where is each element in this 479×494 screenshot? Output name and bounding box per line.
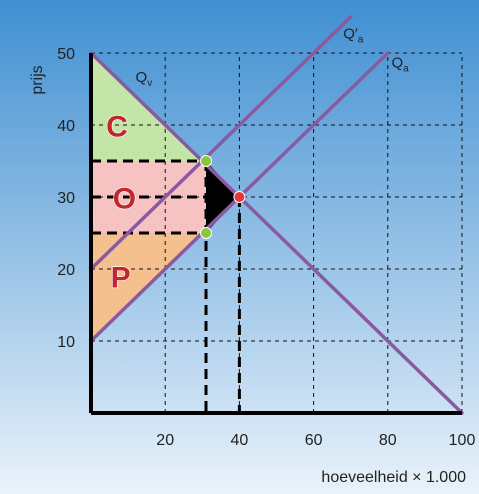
curve-q-primea bbox=[89, 15, 353, 271]
x-tick-label-60: 60 bbox=[305, 432, 323, 449]
curve-label-qv: Qv bbox=[136, 69, 153, 89]
y-tick-label-20: 20 bbox=[57, 262, 75, 279]
grid bbox=[91, 52, 463, 413]
y-axis-title: prijs bbox=[29, 65, 46, 94]
points bbox=[200, 155, 246, 239]
intersection-point-1 bbox=[200, 227, 213, 239]
curve-label-qa: Qa bbox=[392, 54, 410, 74]
intersection-point-2 bbox=[233, 191, 246, 203]
y-tick-label-10: 10 bbox=[57, 334, 75, 351]
axes bbox=[89, 53, 462, 415]
y-tick-label-40: 40 bbox=[57, 118, 75, 135]
x-tick-label-40: 40 bbox=[231, 432, 249, 449]
y-tick-label-50: 50 bbox=[57, 46, 75, 63]
area-letters: C O P bbox=[106, 110, 137, 295]
curve-label-q-primea: Q′a bbox=[343, 26, 363, 46]
area-letter-o: O bbox=[113, 183, 136, 216]
x-tick-label-20: 20 bbox=[156, 432, 174, 449]
area-letter-p: P bbox=[111, 262, 131, 295]
intersection-point-0 bbox=[200, 155, 213, 167]
y-tick-label-30: 30 bbox=[57, 190, 75, 207]
x-tick-label-80: 80 bbox=[379, 432, 397, 449]
ticks: 20 40 60 80 100 10 20 30 40 50 bbox=[57, 46, 475, 449]
curve-qv bbox=[89, 51, 464, 415]
guide-lines bbox=[91, 159, 241, 413]
x-tick-label-100: 100 bbox=[449, 432, 476, 449]
area-letter-c: C bbox=[106, 111, 128, 144]
x-axis-title: hoeveelheid × 1.000 bbox=[321, 469, 466, 486]
